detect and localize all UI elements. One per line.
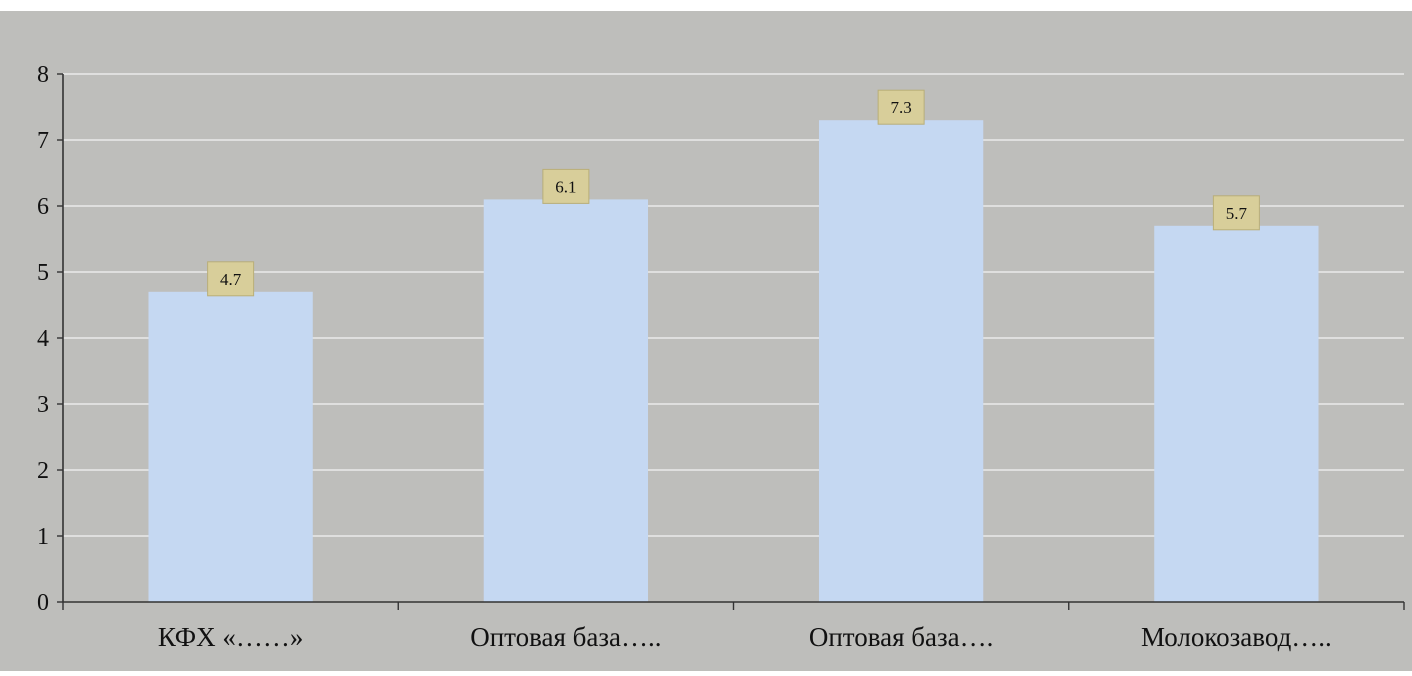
- bar: [1154, 225, 1319, 603]
- bars: [148, 120, 1319, 603]
- data-labels: 4.7 6.1 7.3 5.7: [207, 89, 1260, 297]
- y-tick-label: 1: [37, 524, 49, 550]
- y-tick-label: 4: [37, 326, 49, 352]
- data-label: 6.1: [555, 177, 576, 196]
- bar: [818, 120, 984, 602]
- x-tick-label: КФХ «……»: [158, 622, 303, 652]
- axes: [57, 73, 1405, 610]
- data-label: 4.7: [220, 270, 242, 289]
- y-tick-label: 0: [37, 590, 49, 616]
- x-tick-label: Оптовая база…..: [470, 622, 661, 652]
- x-tick-label: Молокозавод…..: [1141, 622, 1332, 652]
- data-label: 5.7: [1226, 204, 1248, 223]
- y-tick-label: 2: [37, 458, 49, 484]
- y-tick-label: 7: [37, 128, 49, 154]
- data-label-box: [207, 261, 255, 297]
- data-label-box: [1212, 195, 1260, 231]
- bar: [148, 291, 313, 602]
- x-tick-label: Оптовая база….: [809, 622, 994, 652]
- tick-labels: 0 1 2 3 4 5 6 7 8 КФХ «……» Оптовая база….. Оптовая …: [37, 62, 1332, 652]
- bar: [483, 199, 649, 602]
- y-tick-label: 6: [37, 194, 49, 220]
- data-label: 7.3: [891, 98, 912, 117]
- data-label-box: [542, 168, 590, 204]
- y-tick-label: 8: [37, 62, 49, 88]
- y-tick-label: 3: [37, 392, 49, 418]
- data-label-box: [877, 89, 925, 125]
- y-tick-label: 5: [37, 260, 49, 286]
